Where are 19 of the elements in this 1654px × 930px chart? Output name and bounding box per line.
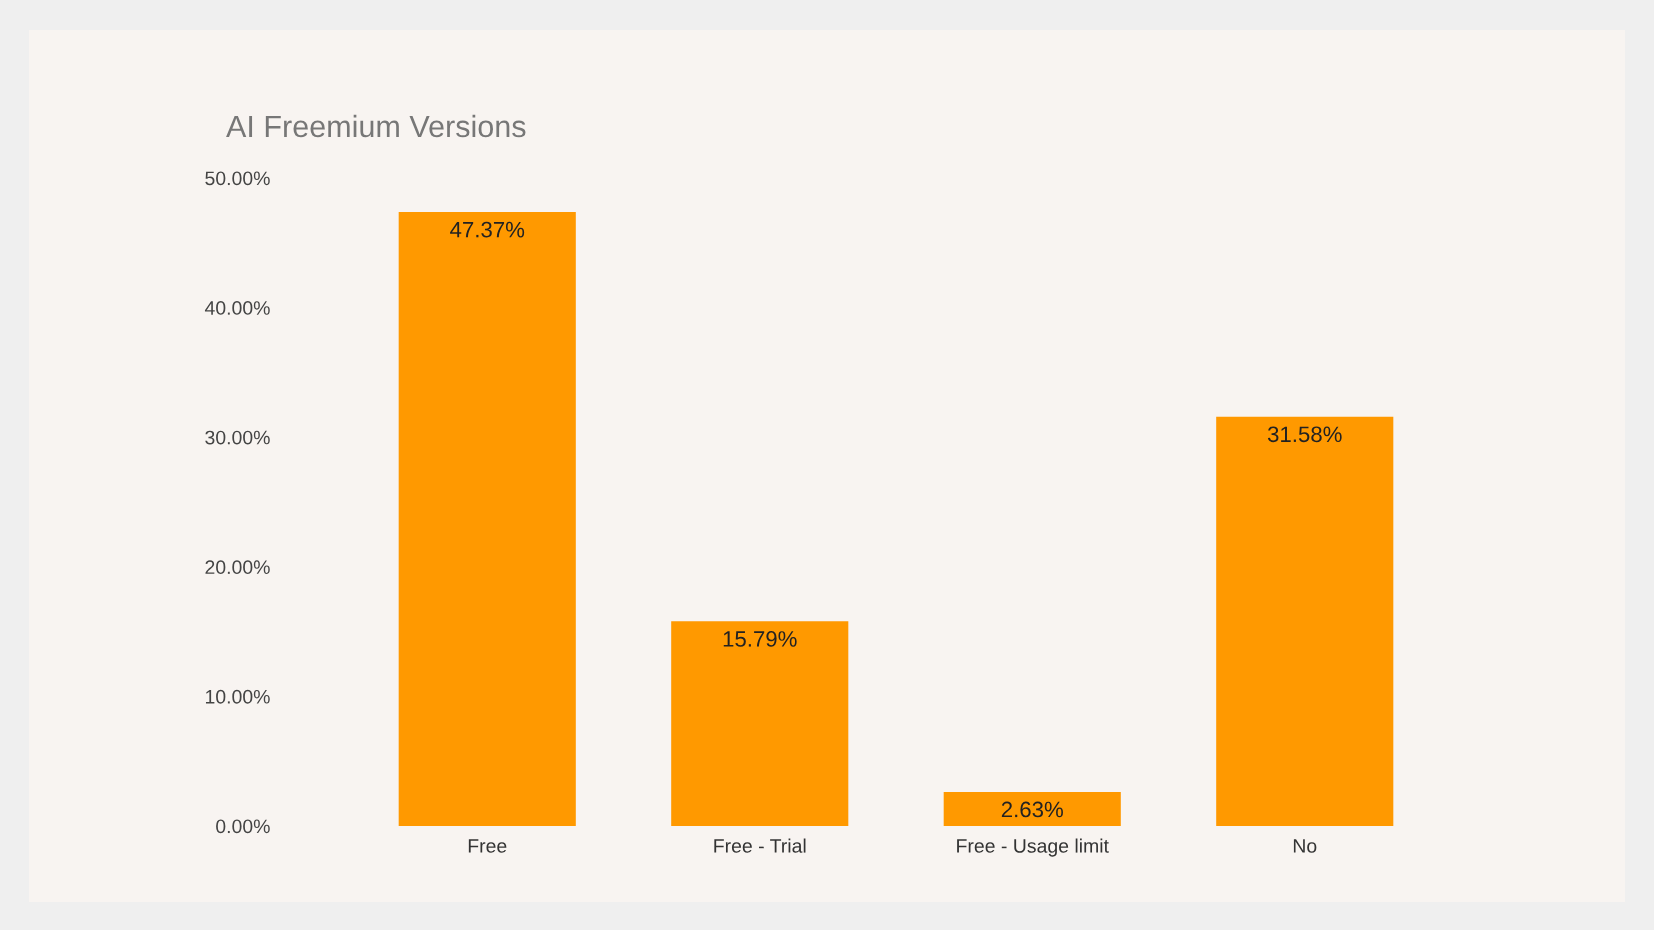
data-label: 47.37% <box>450 221 525 238</box>
y-tick-label: 40.00% <box>204 301 270 315</box>
data-label: 15.79% <box>723 631 797 647</box>
y-tick-label: 30.00% <box>205 430 270 445</box>
bar <box>943 791 1121 826</box>
bar <box>671 621 849 826</box>
y-tick-label: 50.00% <box>205 171 270 186</box>
x-tick-label: Free <box>468 839 507 853</box>
bar <box>398 212 576 826</box>
x-tick-label: No <box>1293 839 1317 853</box>
y-tick-label: 10.00% <box>205 689 270 704</box>
bar <box>1216 416 1394 826</box>
x-tick-label: Free - Usage limit <box>957 838 1109 857</box>
data-label: 31.58% <box>1267 426 1342 443</box>
y-tick-label: 0.00% <box>216 819 270 834</box>
x-tick-label: Free - Trial <box>714 838 806 853</box>
y-tick-label: 20.00% <box>205 560 270 575</box>
chart-title: AI Freemium Versions <box>226 114 526 138</box>
data-label: 2.63% <box>1001 801 1063 818</box>
